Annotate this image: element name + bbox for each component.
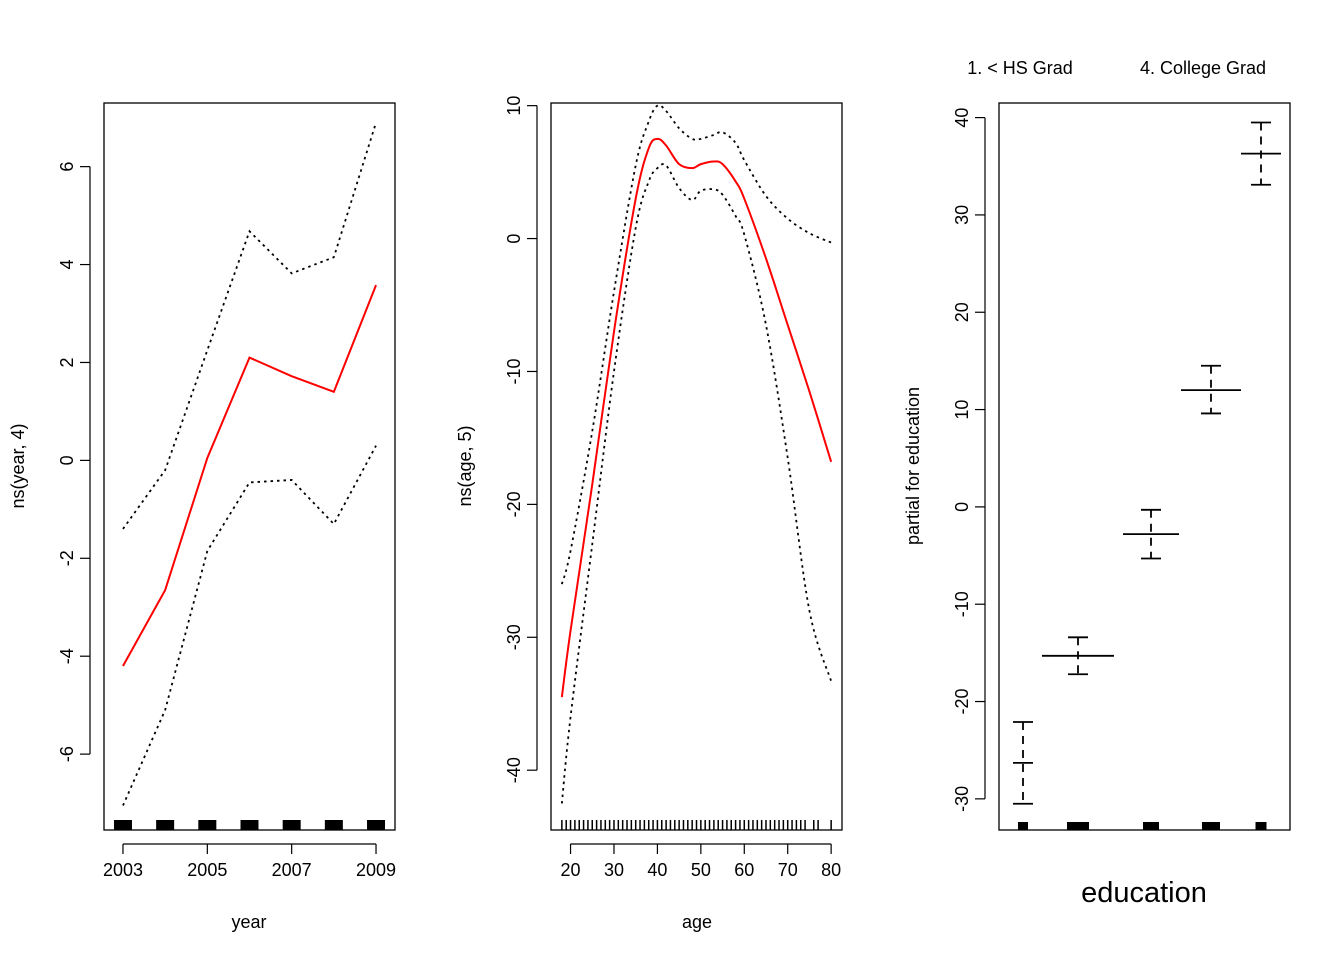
y-tick-label: -20 [504, 491, 524, 517]
y-tick-label: 0 [504, 234, 524, 244]
lower-band-line [122, 445, 377, 806]
x-axis: 2003 2005 2007 2009 [103, 843, 396, 880]
x-axis-label: education [1081, 877, 1207, 909]
y-tick-label: -4 [57, 648, 77, 664]
rug-block [1018, 822, 1028, 830]
series-lines [560, 104, 833, 804]
rug [561, 820, 832, 830]
panel-education: -30 -20 -10 0 10 20 30 40 1. < HS Grad 4. Colle… [903, 58, 1291, 909]
series-lines [122, 122, 377, 806]
x-tick-label: 50 [691, 860, 711, 880]
y-tick-label: -10 [504, 358, 524, 384]
y-axis: -40 -30 -20 -10 0 10 [504, 96, 538, 783]
y-tick-label: 4 [57, 260, 77, 270]
lower-band-line [560, 163, 833, 804]
rug-block [1067, 822, 1089, 830]
y-tick-label: -30 [952, 786, 972, 812]
y-tick-label: -6 [57, 746, 77, 762]
y-tick-label: -30 [504, 624, 524, 650]
y-tick-label: 0 [57, 455, 77, 465]
rug-block [1255, 822, 1267, 830]
y-tick-label: 30 [952, 205, 972, 225]
plot-box [998, 102, 1291, 831]
x-axis: 20 30 40 50 60 70 80 [561, 843, 841, 880]
panel-age: 20 30 40 50 60 70 80 -40 -30 -20 -10 0 10 age ns(ag… [455, 96, 843, 932]
y-axis: -6 -4 -2 0 2 4 6 [57, 162, 91, 762]
upper-band-line [122, 122, 377, 530]
x-tick-label: 2003 [103, 860, 143, 880]
y-axis-label: ns(age, 5) [455, 425, 475, 506]
rug-block [1202, 822, 1220, 830]
y-axis-label: partial for education [903, 387, 923, 545]
y-tick-label: 10 [952, 400, 972, 420]
y-tick-label: 2 [57, 357, 77, 367]
x-tick-label: 80 [821, 860, 841, 880]
y-tick-label: -2 [57, 550, 77, 566]
term-marks [1013, 121, 1281, 805]
top-category-label-1: 1. < HS Grad [967, 58, 1073, 78]
y-tick-label: 6 [57, 162, 77, 172]
y-axis-label: ns(year, 4) [8, 423, 28, 508]
y-tick-label: -20 [952, 689, 972, 715]
x-tick-label: 2007 [272, 860, 312, 880]
x-tick-label: 40 [647, 860, 667, 880]
x-tick-label: 30 [604, 860, 624, 880]
x-axis-label: year [231, 912, 266, 932]
top-category-label-4: 4. College Grad [1140, 58, 1266, 78]
y-tick-label: -10 [952, 591, 972, 617]
rug [1018, 822, 1267, 830]
y-tick-label: 20 [952, 302, 972, 322]
rug [113, 820, 386, 830]
upper-band-line [560, 104, 832, 585]
panel-year: 2003 2005 2007 2009 -6 -4 -2 0 2 4 6 year ns(year… [8, 102, 396, 932]
x-tick-label: 70 [778, 860, 798, 880]
y-axis: -30 -20 -10 0 10 20 30 40 [952, 108, 986, 812]
x-axis-label: age [682, 912, 712, 932]
rug-block [1143, 822, 1159, 830]
y-tick-label: -40 [504, 757, 524, 783]
plot-box [103, 102, 396, 831]
fit-line [560, 137, 833, 698]
x-tick-label: 2009 [356, 860, 396, 880]
x-tick-label: 2005 [187, 860, 227, 880]
y-tick-label: 0 [952, 502, 972, 512]
x-tick-label: 20 [561, 860, 581, 880]
x-tick-label: 60 [734, 860, 754, 880]
fit-line [122, 284, 377, 667]
y-tick-label: 40 [952, 108, 972, 128]
y-tick-label: 10 [504, 96, 524, 116]
